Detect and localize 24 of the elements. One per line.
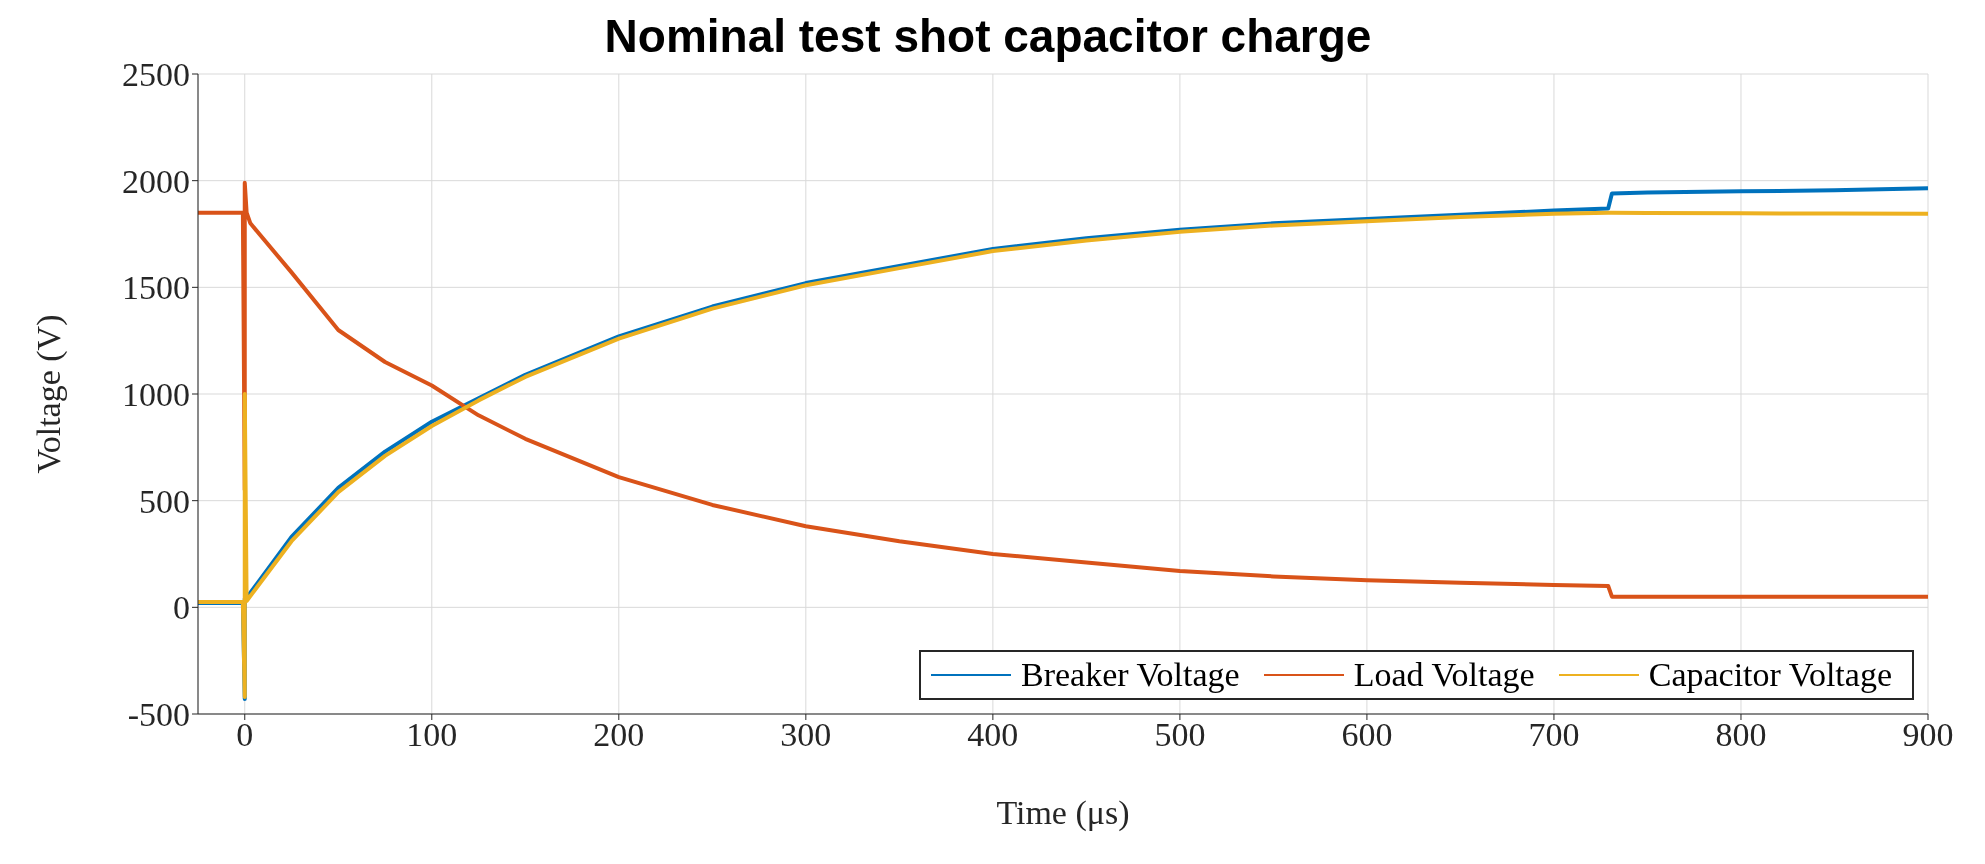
y-tick-label: 2500 (122, 56, 190, 94)
x-axis-title: Time (μs) (996, 794, 1130, 832)
legend-label: Capacitor Voltage (1648, 656, 1892, 694)
y-tick-label: 0 (173, 589, 190, 627)
y-tick-label: 1000 (122, 376, 190, 414)
x-tick-label: 900 (1902, 716, 1954, 754)
x-tick-label: 500 (1154, 716, 1206, 754)
x-tick-label: 700 (1528, 716, 1580, 754)
x-tick-label: 600 (1341, 716, 1393, 754)
x-tick-label: 400 (967, 716, 1019, 754)
y-tick-label: 500 (139, 482, 190, 520)
legend-label: Breaker Voltage (1020, 656, 1240, 694)
x-tick-label: 200 (593, 716, 645, 754)
x-tick-label: 100 (406, 716, 458, 754)
line-series (198, 180, 1928, 599)
y-tick-label: -500 (127, 696, 190, 734)
x-tick-label: 300 (780, 716, 832, 754)
y-tick-label: 2000 (122, 162, 190, 200)
chart-title: Nominal test shot capacitor charge (604, 10, 1372, 62)
y-axis-title: Voltage (V) (30, 314, 69, 474)
y-tick-label: 1500 (122, 269, 190, 307)
x-tick-label: 0 (236, 716, 254, 754)
legend-label: Load Voltage (1353, 656, 1535, 694)
x-tick-label: 800 (1715, 716, 1767, 754)
